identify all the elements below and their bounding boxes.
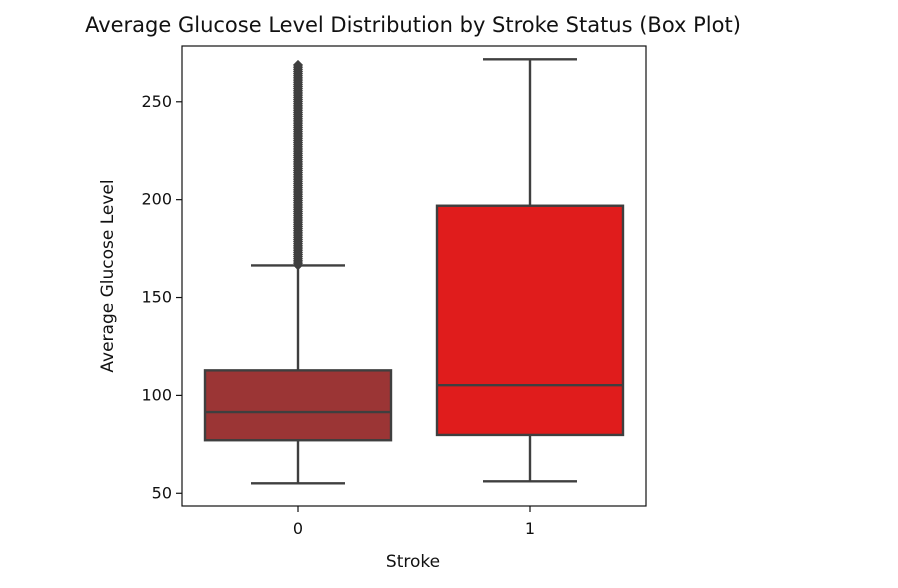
- x-axis-label: Stroke: [386, 552, 440, 572]
- x-tick-label-0: 0: [293, 519, 303, 538]
- x-tick-label-1: 1: [525, 519, 535, 538]
- y-tick-label-0: 50: [152, 483, 172, 502]
- outlier-point-0-93: [292, 59, 304, 71]
- y-axis-label: Average Glucose Level: [98, 179, 118, 372]
- box-group-1: [435, 58, 625, 483]
- y-tick-label-3: 200: [141, 190, 172, 209]
- y-tick-label-1: 100: [141, 385, 172, 404]
- box-1: [435, 204, 625, 437]
- y-axis: 50 100 150 200 250: [141, 92, 182, 502]
- chart-title: Average Glucose Level Distribution by St…: [85, 13, 741, 37]
- box-series: [203, 58, 625, 485]
- y-tick-label-2: 150: [141, 288, 172, 307]
- box-0: [203, 369, 393, 442]
- outliers-0: [292, 59, 304, 271]
- box-group-0: [203, 59, 393, 485]
- y-tick-label-4: 250: [141, 92, 172, 111]
